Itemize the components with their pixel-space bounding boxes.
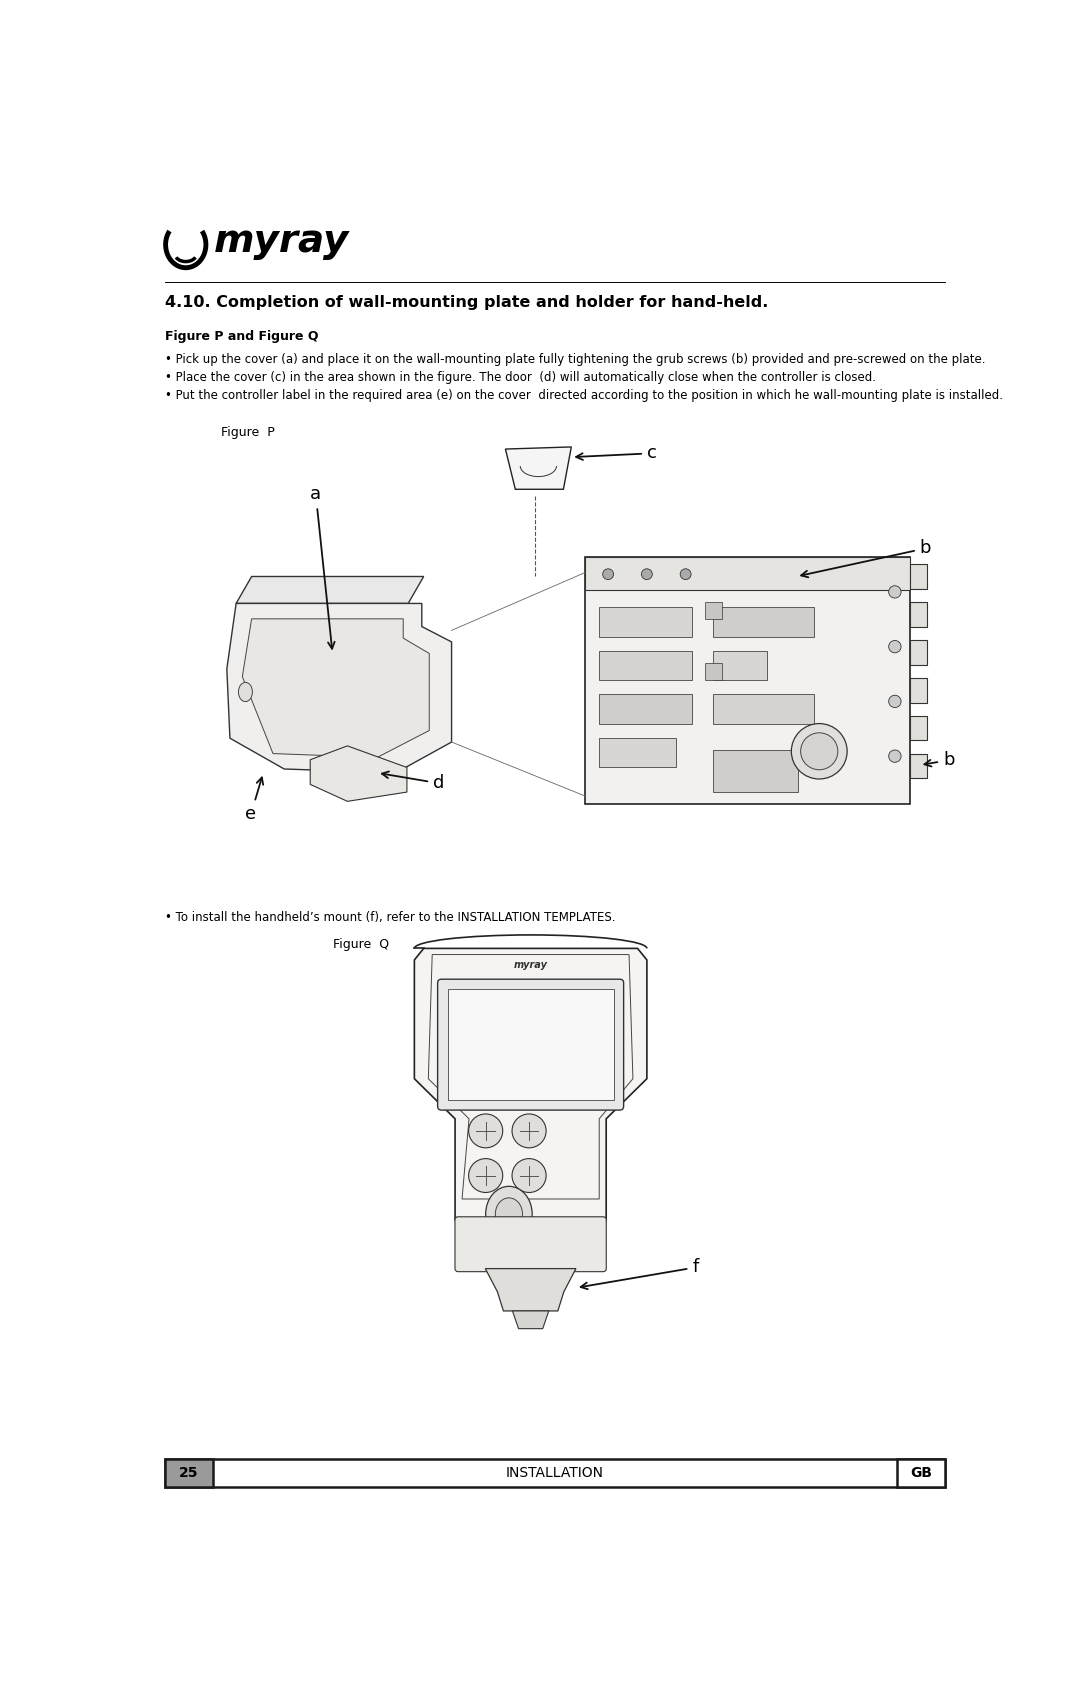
Text: Figure  Q: Figure Q	[332, 939, 389, 951]
Circle shape	[603, 569, 614, 580]
Text: GB: GB	[910, 1465, 932, 1480]
Polygon shape	[485, 1269, 576, 1311]
Circle shape	[680, 569, 691, 580]
Text: INSTALLATION: INSTALLATION	[506, 1465, 604, 1480]
Circle shape	[889, 750, 901, 763]
Text: Figure  P: Figure P	[221, 426, 274, 440]
Bar	[705, 602, 722, 619]
Text: a: a	[310, 486, 335, 648]
Bar	[165, 1459, 213, 1487]
Ellipse shape	[485, 1186, 532, 1242]
Bar	[911, 563, 927, 589]
Polygon shape	[415, 949, 647, 1269]
Text: myray: myray	[213, 222, 349, 261]
Text: f: f	[580, 1259, 699, 1289]
Bar	[599, 651, 692, 680]
Text: c: c	[576, 445, 656, 462]
Bar	[897, 1459, 945, 1487]
Bar	[911, 753, 927, 778]
Text: Figure P and Figure Q: Figure P and Figure Q	[165, 330, 318, 343]
Text: • Put the controller label in the required area (e) on the cover  directed accor: • Put the controller label in the requir…	[165, 389, 1003, 401]
Ellipse shape	[792, 724, 847, 778]
Text: b: b	[925, 751, 954, 770]
Polygon shape	[512, 1311, 549, 1328]
Circle shape	[889, 695, 901, 707]
Bar	[713, 651, 767, 680]
Bar	[705, 663, 722, 680]
Bar	[599, 738, 676, 768]
Bar	[713, 750, 798, 792]
Circle shape	[889, 585, 901, 597]
Bar	[911, 640, 927, 665]
Text: myray: myray	[513, 961, 548, 970]
Ellipse shape	[800, 733, 838, 770]
Polygon shape	[243, 619, 429, 758]
Bar	[911, 602, 927, 626]
Bar	[165, 1459, 945, 1487]
Bar	[447, 990, 614, 1100]
Bar	[713, 607, 813, 636]
FancyBboxPatch shape	[455, 1217, 606, 1272]
Text: d: d	[382, 772, 444, 792]
FancyBboxPatch shape	[438, 980, 624, 1110]
Bar	[585, 557, 911, 589]
Bar	[585, 557, 911, 804]
Bar	[599, 607, 692, 636]
Text: • Pick up the cover (a) and place it on the wall-mounting plate fully tightening: • Pick up the cover (a) and place it on …	[165, 354, 986, 365]
Bar	[599, 694, 692, 724]
Circle shape	[469, 1159, 503, 1193]
Text: • Place the cover (c) in the area shown in the figure. The door  (d) will automa: • Place the cover (c) in the area shown …	[165, 371, 876, 384]
Circle shape	[512, 1113, 546, 1147]
Text: 25: 25	[179, 1465, 198, 1480]
Circle shape	[469, 1113, 503, 1147]
Circle shape	[889, 641, 901, 653]
Polygon shape	[226, 604, 452, 773]
Polygon shape	[506, 447, 572, 489]
Circle shape	[512, 1159, 546, 1193]
Text: 4.10. Completion of wall-mounting plate and holder for hand-held.: 4.10. Completion of wall-mounting plate …	[165, 296, 768, 310]
Polygon shape	[310, 746, 407, 802]
Bar	[713, 694, 813, 724]
Ellipse shape	[238, 682, 252, 702]
Bar	[911, 678, 927, 702]
Circle shape	[641, 569, 652, 580]
Polygon shape	[236, 577, 423, 604]
Text: • To install the handheld’s mount (f), refer to the INSTALLATION TEMPLATES.: • To install the handheld’s mount (f), r…	[165, 912, 615, 924]
Text: e: e	[246, 777, 263, 822]
Bar	[911, 716, 927, 741]
Ellipse shape	[495, 1198, 522, 1230]
Text: b: b	[801, 540, 931, 577]
